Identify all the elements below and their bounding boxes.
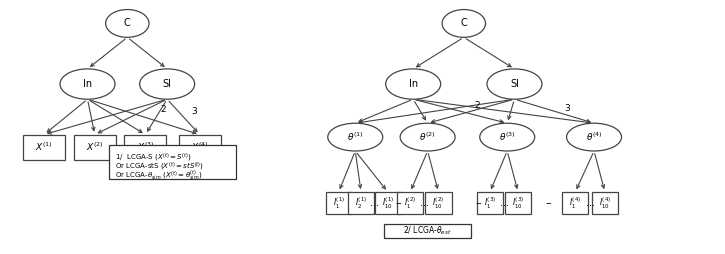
Text: $I_{10}^{(2)}$: $I_{10}^{(2)}$ (432, 195, 444, 211)
FancyBboxPatch shape (384, 224, 471, 238)
Ellipse shape (566, 123, 621, 151)
Ellipse shape (480, 123, 535, 151)
Text: C: C (460, 19, 467, 28)
FancyBboxPatch shape (505, 192, 531, 214)
Ellipse shape (442, 10, 486, 37)
FancyBboxPatch shape (74, 135, 116, 160)
Text: $I_1^{(2)}$: $I_1^{(2)}$ (405, 195, 416, 211)
Text: $X^{(1)}$: $X^{(1)}$ (36, 141, 53, 153)
Ellipse shape (140, 69, 194, 99)
Text: ...: ... (370, 198, 379, 208)
FancyBboxPatch shape (109, 145, 236, 179)
Text: ...: ... (500, 198, 509, 208)
Text: $I_2^{(1)}$: $I_2^{(1)}$ (355, 195, 367, 211)
FancyBboxPatch shape (477, 192, 503, 214)
Text: –: – (396, 198, 402, 208)
Text: $I_{10}^{(1)}$: $I_{10}^{(1)}$ (382, 195, 394, 211)
Text: $I_{10}^{(4)}$: $I_{10}^{(4)}$ (599, 195, 611, 211)
Text: –: – (546, 198, 551, 208)
Ellipse shape (487, 69, 542, 99)
Text: Sl: Sl (162, 79, 172, 89)
Text: 3: 3 (191, 107, 197, 116)
FancyBboxPatch shape (23, 135, 65, 160)
Text: ...: ... (420, 198, 429, 208)
Text: ...: ... (586, 198, 595, 208)
Text: In: In (83, 79, 92, 89)
Text: $\theta^{(3)}$: $\theta^{(3)}$ (499, 131, 515, 143)
Text: $\theta^{(4)}$: $\theta^{(4)}$ (586, 131, 602, 143)
Ellipse shape (328, 123, 383, 151)
Text: –: – (476, 198, 481, 208)
FancyBboxPatch shape (348, 192, 374, 214)
FancyBboxPatch shape (125, 135, 167, 160)
Text: Or LCGA-$\theta_{sim}$ ($X^{(t)} = \theta_{sim}^{(t)}$): Or LCGA-$\theta_{sim}$ ($X^{(t)} = \thet… (115, 168, 202, 182)
Text: 1/  LCGA-S ($X^{(t)} = S^{(t)}$): 1/ LCGA-S ($X^{(t)} = S^{(t)}$) (115, 151, 192, 163)
Text: $\theta^{(1)}$: $\theta^{(1)}$ (347, 131, 363, 143)
Text: In: In (409, 79, 418, 89)
FancyBboxPatch shape (326, 192, 352, 214)
FancyBboxPatch shape (592, 192, 618, 214)
FancyBboxPatch shape (178, 135, 220, 160)
FancyBboxPatch shape (426, 192, 452, 214)
Text: $I_1^{(3)}$: $I_1^{(3)}$ (484, 195, 496, 211)
Text: C: C (124, 19, 130, 28)
Text: 2/ LCGA-$\theta_{est}$: 2/ LCGA-$\theta_{est}$ (404, 225, 452, 237)
Text: 3: 3 (564, 104, 570, 113)
FancyBboxPatch shape (562, 192, 588, 214)
Text: $I_{10}^{(3)}$: $I_{10}^{(3)}$ (512, 195, 524, 211)
Text: $X^{(4)}$: $X^{(4)}$ (191, 141, 209, 153)
Text: $I_1^{(4)}$: $I_1^{(4)}$ (569, 195, 581, 211)
Text: $X^{(2)}$: $X^{(2)}$ (86, 141, 104, 153)
Text: Or LCGA-stS ($X^{(t)} = stS^{(t)}$): Or LCGA-stS ($X^{(t)} = stS^{(t)}$) (115, 160, 204, 172)
Text: $\theta^{(2)}$: $\theta^{(2)}$ (419, 131, 436, 143)
Text: $I_1^{(1)}$: $I_1^{(1)}$ (333, 195, 344, 211)
Ellipse shape (400, 123, 455, 151)
Text: $X^{(3)}$: $X^{(3)}$ (136, 141, 154, 153)
Ellipse shape (106, 10, 149, 37)
Ellipse shape (60, 69, 115, 99)
Ellipse shape (386, 69, 441, 99)
Text: 2: 2 (474, 101, 480, 110)
Text: 2: 2 (161, 105, 166, 114)
FancyBboxPatch shape (375, 192, 401, 214)
FancyBboxPatch shape (397, 192, 423, 214)
Text: Sl: Sl (510, 79, 519, 89)
